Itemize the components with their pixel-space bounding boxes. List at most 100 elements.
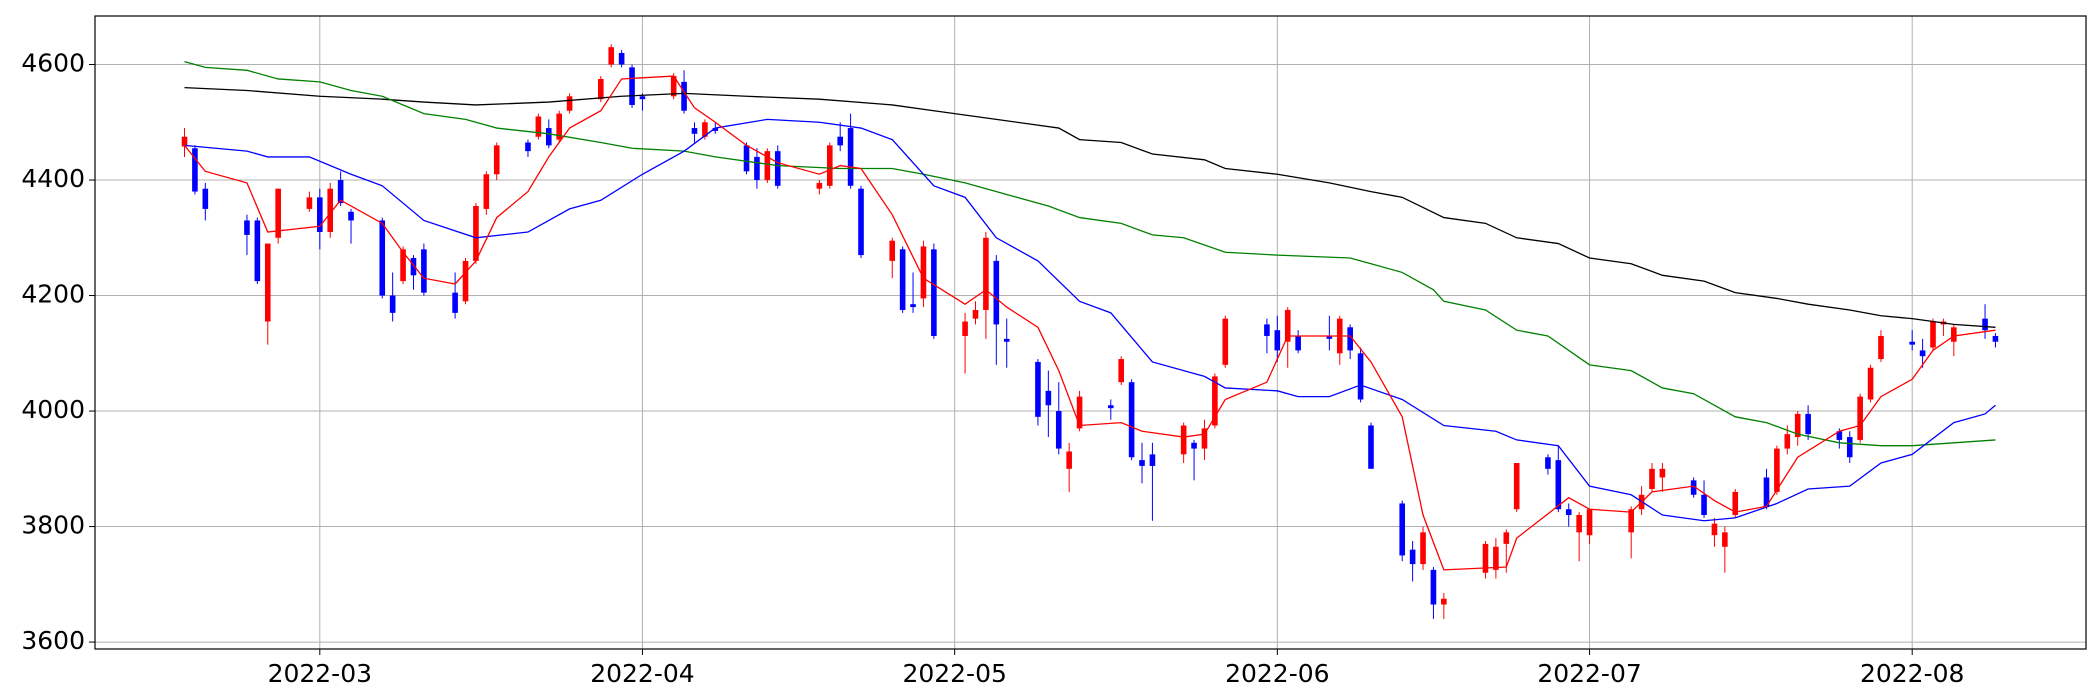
candle-body [545, 128, 552, 146]
candle-body [1076, 396, 1083, 429]
candle-body [1347, 327, 1353, 351]
candle-body [1857, 396, 1863, 440]
candle-body [1482, 543, 1489, 573]
candle-body [837, 136, 843, 146]
candle-body [493, 145, 500, 175]
candle-body [1180, 425, 1187, 455]
y-tick-label: 3600 [21, 626, 85, 655]
candle-body [1212, 376, 1218, 426]
candle-body [473, 206, 479, 261]
candle-body [306, 197, 313, 209]
candle-body [1763, 477, 1770, 507]
candle-body [525, 142, 531, 152]
candle-body [983, 237, 989, 310]
candle-body [1628, 509, 1634, 533]
candle-body [1690, 480, 1697, 495]
candle-body [1191, 442, 1197, 449]
candle-body [858, 188, 864, 256]
candle-body [483, 174, 490, 209]
candle-body [1722, 532, 1728, 547]
candle-body [598, 78, 604, 100]
candle-body [1774, 448, 1780, 492]
candle-body [702, 122, 708, 137]
x-tick-label: 2022-07 [1537, 659, 1641, 688]
candle-body [889, 240, 896, 261]
candle-body [1420, 532, 1426, 565]
y-tick-label: 4000 [21, 395, 85, 424]
candle-body [1513, 463, 1520, 510]
x-tick-label: 2022-03 [268, 659, 372, 688]
candle-body [379, 220, 386, 296]
candle-body [327, 188, 334, 233]
candle-body [712, 128, 719, 131]
candle-body [962, 321, 968, 336]
candle-body [1107, 405, 1114, 409]
x-tick-label: 2022-08 [1860, 659, 1964, 688]
candle-body [1368, 425, 1374, 469]
candle-body [743, 145, 750, 172]
candle-body [317, 197, 323, 233]
y-tick-label: 4400 [21, 164, 85, 193]
plot-frame [94, 15, 2087, 650]
candle-body [1659, 468, 1666, 478]
candle-body [1701, 494, 1707, 516]
candle-body [681, 81, 687, 111]
candle-body [1846, 437, 1853, 458]
candle-body [1732, 491, 1739, 516]
candle-body [202, 188, 209, 209]
candle-body [1805, 413, 1811, 435]
candle-body [348, 211, 354, 221]
candle-body [1649, 468, 1655, 490]
candle-body [1878, 335, 1884, 360]
candle-body [1128, 382, 1135, 458]
candle-body [1357, 353, 1364, 400]
candle-body [1055, 411, 1062, 449]
candle-body [1441, 598, 1447, 605]
candle-body [1909, 341, 1915, 345]
y-tick-label: 4200 [21, 280, 85, 309]
candle-body [254, 220, 261, 282]
candle-body [816, 182, 823, 189]
candle-body [629, 67, 635, 105]
x-tick-label: 2022-05 [902, 659, 1006, 688]
candle-body [826, 145, 833, 186]
candle-body [993, 260, 1000, 325]
candle-body [1836, 431, 1843, 440]
candle-body [691, 128, 698, 134]
candle-body [931, 249, 937, 336]
candle-body [639, 96, 646, 100]
candle-body [1409, 549, 1416, 565]
candle-body [1201, 428, 1208, 449]
candle-body [1982, 318, 1988, 331]
candle-body [566, 96, 573, 111]
candle-body [337, 180, 344, 204]
candle-body [1930, 321, 1936, 348]
candle-body [1555, 460, 1562, 510]
candle-body [1784, 434, 1791, 449]
candle-body [244, 220, 250, 235]
candle-body [1565, 509, 1572, 516]
y-tick-label: 4600 [21, 49, 85, 78]
candle-body [847, 128, 854, 186]
candle-body [192, 148, 198, 192]
candle-body [618, 52, 625, 65]
candle-body [774, 151, 781, 186]
candle-body [264, 243, 271, 322]
moving-average-line [184, 118, 1996, 522]
candle-body [1045, 390, 1052, 406]
candle-body [670, 76, 677, 97]
candle-body [1951, 327, 1957, 342]
candle-body [1003, 338, 1010, 342]
candle-body [1711, 523, 1718, 536]
candle-body [972, 309, 979, 319]
candle-body [275, 188, 281, 238]
candle-body [1222, 318, 1229, 365]
candle-body [462, 260, 469, 302]
candle-body [535, 116, 542, 137]
candle-body [389, 295, 396, 313]
candle-body [1399, 503, 1406, 556]
candle-body [400, 249, 406, 282]
candle-body [1493, 546, 1499, 570]
